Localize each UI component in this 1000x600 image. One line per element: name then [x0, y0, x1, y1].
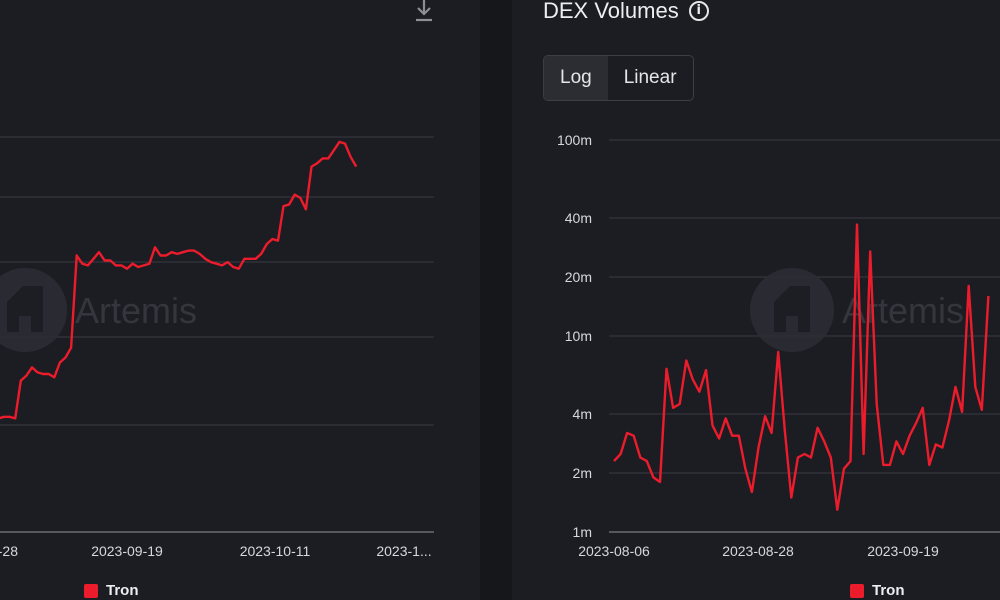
x-tick-label: 2023-08-06 [578, 543, 650, 559]
right-chart-svg: 100m 40m 20m 10m 4m 2m 1m Artemis 2023-08-06 2023… [557, 132, 1000, 559]
download-icon[interactable] [414, 0, 434, 26]
scale-toggle: Log Linear [543, 55, 694, 101]
x-tick-label: 2023-1... [376, 543, 431, 559]
legend-label: Tron [106, 582, 139, 599]
x-tick-label: 2023-08-28 [722, 543, 794, 559]
legend-label: Tron [872, 582, 905, 599]
chart-title: DEX Volumes [543, 0, 679, 23]
series-line-tron [0, 140, 358, 420]
left-legend[interactable]: Tron [84, 582, 139, 599]
left-chart-svg: Artemis 8-28 2023-09-19 2023-10-11 2023-1... [0, 136, 434, 559]
x-tick-label: 2023-10-11 [240, 543, 311, 559]
toggle-linear-button[interactable]: Linear [623, 67, 677, 88]
y-tick-label: 4m [573, 406, 592, 422]
y-tick-label: 40m [565, 210, 592, 226]
watermark-text: Artemis [842, 290, 964, 331]
x-tick-label: 2023-09-19 [91, 543, 163, 559]
watermark-logo-mark [7, 286, 43, 332]
chart-title-row: DEX Volumes i [543, 0, 709, 24]
series-line-tron [613, 223, 990, 511]
y-tick-label: 2m [573, 465, 592, 481]
watermark-logo-mark [774, 286, 810, 332]
legend-swatch [84, 583, 98, 598]
x-tick-label: 2023-09-19 [867, 543, 939, 559]
right-legend[interactable]: Tron [850, 582, 905, 599]
x-tick-label: 8-28 [0, 543, 18, 559]
toggle-log-button[interactable]: Log [544, 56, 608, 100]
y-tick-label: 10m [565, 328, 592, 344]
y-tick-label: 20m [565, 269, 592, 285]
y-tick-label: 100m [557, 132, 592, 148]
panel-divider [480, 0, 512, 600]
info-icon[interactable]: i [688, 1, 709, 21]
y-tick-label: 1m [573, 524, 592, 540]
left-chart-panel: Artemis 8-28 2023-09-19 2023-10-11 2023-1...… [0, 0, 480, 600]
watermark-text: Artemis [75, 290, 197, 331]
right-chart-panel: 100m 40m 20m 10m 4m 2m 1m Artemis 2023-08-06 2023… [512, 0, 1000, 600]
legend-swatch [850, 583, 864, 598]
